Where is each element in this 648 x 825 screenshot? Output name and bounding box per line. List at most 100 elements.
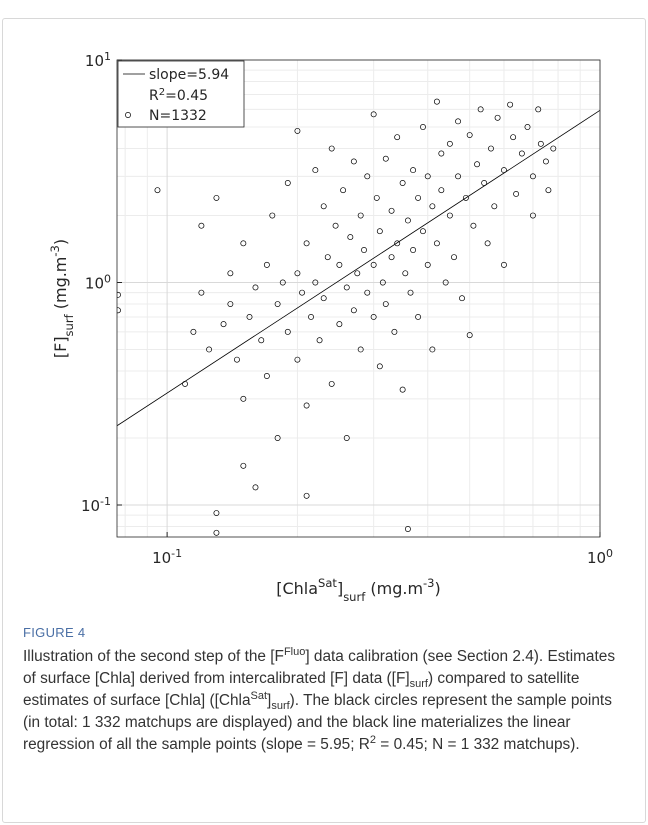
caption-part: = 0.45; N = 1 332 matchups). bbox=[376, 736, 580, 753]
plot-area bbox=[117, 60, 600, 537]
point bbox=[258, 337, 265, 344]
caption-part: Fluo bbox=[283, 645, 306, 658]
point bbox=[347, 234, 354, 241]
point bbox=[424, 261, 431, 268]
point bbox=[501, 261, 507, 268]
point bbox=[336, 261, 343, 268]
point bbox=[350, 158, 357, 165]
point bbox=[542, 158, 549, 165]
caption-part: 2 bbox=[369, 733, 377, 746]
point bbox=[376, 363, 383, 370]
point bbox=[279, 279, 286, 286]
legend-label: R2=0.45 bbox=[149, 87, 208, 105]
point bbox=[407, 289, 414, 296]
point bbox=[316, 337, 323, 344]
point bbox=[370, 111, 377, 118]
point bbox=[394, 134, 401, 141]
tick-exponent: 0 bbox=[606, 547, 613, 560]
point bbox=[240, 240, 247, 247]
point bbox=[299, 289, 306, 296]
point bbox=[455, 173, 462, 180]
point bbox=[429, 346, 436, 353]
point bbox=[513, 191, 520, 197]
point bbox=[308, 314, 314, 320]
point bbox=[320, 203, 327, 210]
point bbox=[220, 321, 227, 328]
point bbox=[535, 106, 542, 113]
point bbox=[370, 314, 377, 320]
point bbox=[491, 203, 498, 210]
point bbox=[382, 301, 389, 308]
point bbox=[328, 145, 335, 152]
y-axis-label-part: [F] bbox=[51, 336, 70, 358]
point bbox=[477, 106, 484, 113]
y-axis-label-part: surf bbox=[62, 313, 76, 336]
point bbox=[240, 395, 247, 402]
caption-part: Sat bbox=[250, 689, 268, 702]
point bbox=[420, 228, 426, 235]
point bbox=[269, 212, 276, 219]
point bbox=[474, 161, 481, 168]
point bbox=[391, 328, 398, 335]
point bbox=[252, 284, 259, 291]
legend-label-part: R bbox=[149, 88, 159, 104]
point bbox=[382, 155, 389, 162]
point bbox=[332, 222, 339, 229]
figure-frame bbox=[2, 18, 646, 823]
point bbox=[328, 380, 335, 387]
legend-label: N=1332 bbox=[149, 108, 207, 124]
y-tick-label: 100 bbox=[85, 272, 111, 293]
point bbox=[284, 328, 291, 335]
point bbox=[433, 98, 440, 105]
caption-part: ). The black circles represent the sampl… bbox=[23, 692, 612, 753]
point bbox=[420, 124, 426, 130]
point bbox=[442, 279, 449, 286]
point bbox=[340, 187, 347, 194]
point bbox=[252, 484, 259, 491]
y-tick-label: 101 bbox=[85, 50, 111, 71]
point bbox=[336, 321, 343, 328]
caption-part: surf bbox=[271, 700, 290, 713]
point bbox=[240, 462, 247, 469]
point bbox=[550, 145, 557, 152]
caption-part: ) compared to satellite estimates of sur… bbox=[23, 670, 580, 709]
point bbox=[373, 194, 380, 201]
point bbox=[415, 194, 422, 201]
point bbox=[529, 173, 536, 180]
point bbox=[404, 526, 411, 532]
point bbox=[343, 435, 350, 441]
x-axis-label-part: [Chla bbox=[276, 579, 318, 598]
point bbox=[388, 207, 395, 214]
tick-exponent: -1 bbox=[100, 494, 111, 507]
caption-part: ] bbox=[267, 692, 272, 709]
caption-part: surf bbox=[409, 678, 428, 691]
tick-base: 10 bbox=[81, 497, 100, 515]
point bbox=[190, 328, 197, 335]
point bbox=[446, 212, 453, 219]
point bbox=[429, 203, 436, 210]
point bbox=[410, 247, 417, 253]
x-axis-label-part: surf bbox=[343, 590, 366, 604]
caption: Illustration of the second step of the [… bbox=[23, 646, 623, 756]
y-axis-label-part: ) bbox=[51, 239, 70, 245]
point bbox=[364, 173, 371, 180]
point bbox=[462, 194, 469, 201]
point bbox=[470, 222, 477, 229]
point bbox=[433, 240, 440, 247]
point bbox=[451, 254, 457, 261]
point bbox=[343, 284, 350, 291]
point bbox=[284, 180, 291, 186]
point bbox=[507, 101, 514, 108]
y-axis-label: [F]surf (mg.m-3) bbox=[48, 239, 76, 358]
point bbox=[518, 150, 525, 157]
tick-base: 10 bbox=[587, 549, 606, 567]
point bbox=[494, 114, 501, 121]
point bbox=[274, 301, 281, 308]
point bbox=[438, 187, 445, 194]
caption-part: Illustration of the second step of the [… bbox=[23, 648, 284, 665]
point bbox=[213, 194, 220, 201]
point bbox=[312, 279, 319, 286]
point bbox=[361, 247, 367, 253]
x-axis-label: [ChlaSat]surf (mg.m-3) bbox=[276, 576, 441, 604]
point bbox=[263, 373, 270, 379]
